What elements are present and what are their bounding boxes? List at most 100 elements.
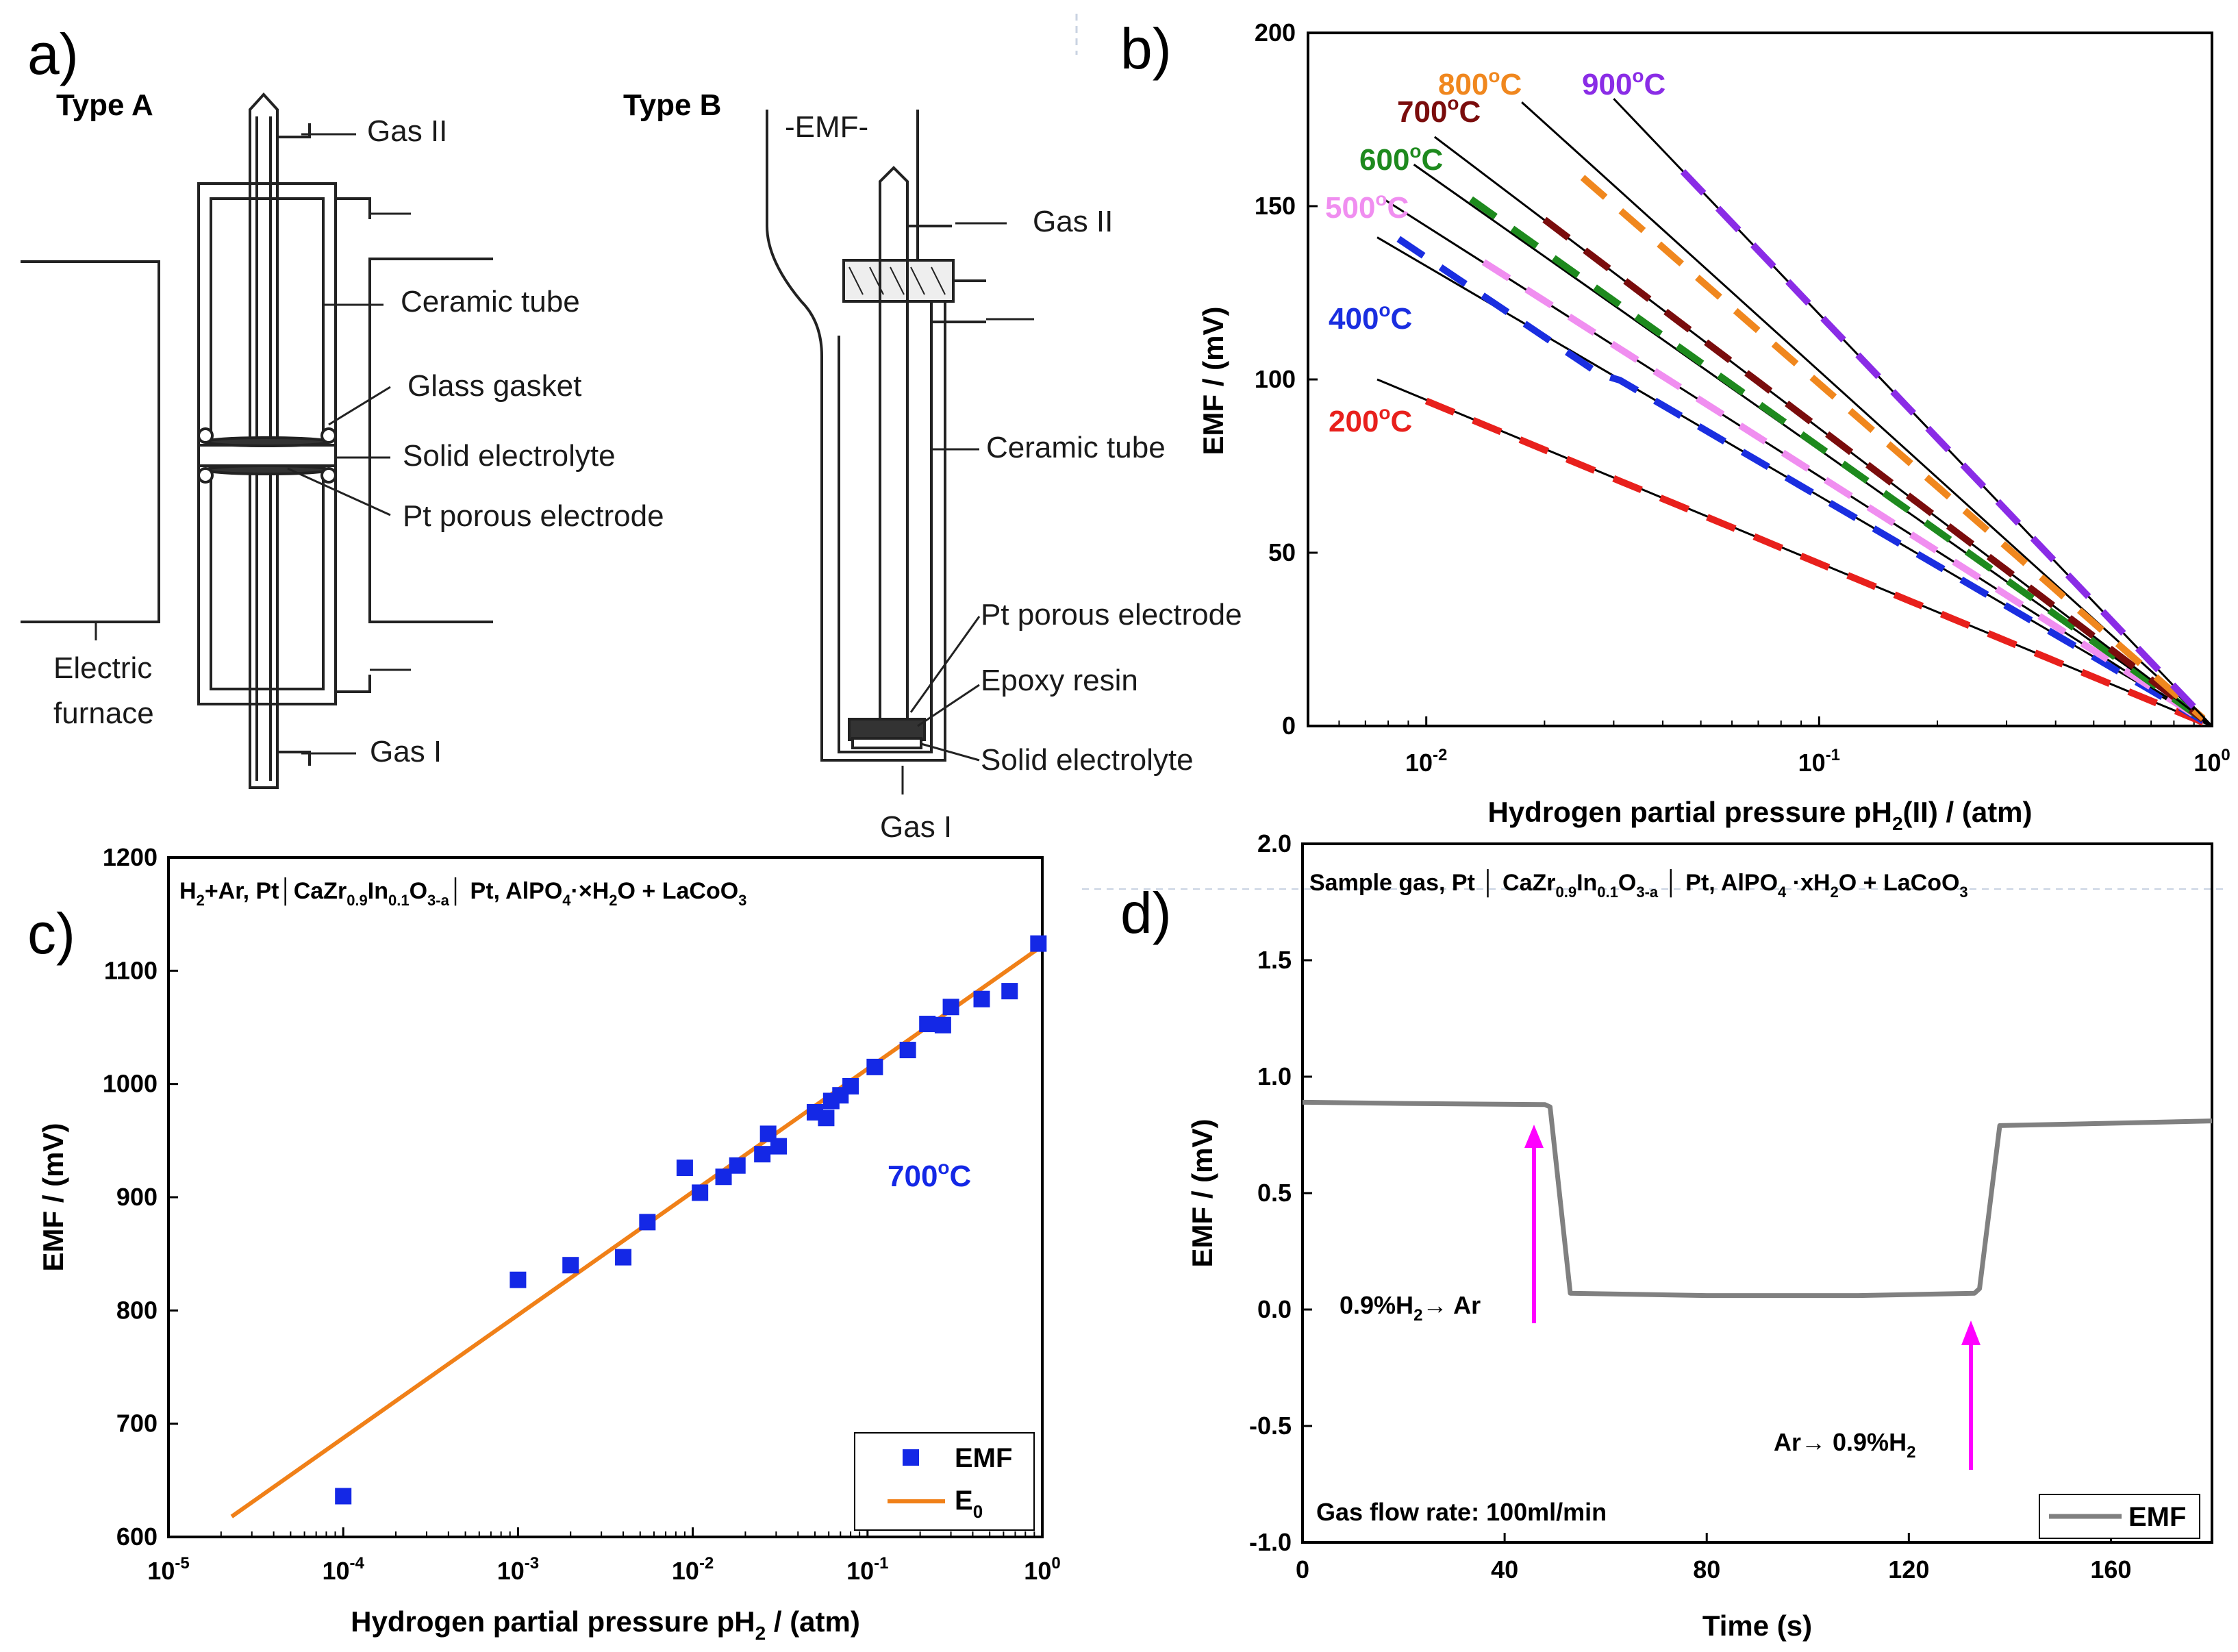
type-a-label-pt-electrode: Pt porous electrode	[403, 499, 664, 533]
emf-data-point	[1001, 983, 1018, 1000]
arrow-switch-to-ar-head	[1524, 1125, 1544, 1148]
type-a-leaders	[95, 133, 411, 755]
panel-c-y-tick-label: 700	[116, 1410, 158, 1438]
emf-data-point	[1030, 935, 1047, 952]
emf-data-point	[615, 1249, 632, 1266]
series-fit-200C	[1376, 378, 2213, 727]
panel-c-x-tick-label: 100	[1024, 1554, 1060, 1585]
type-b-title: Type B	[623, 88, 721, 122]
panel-c-x-tick-label: 10-3	[497, 1554, 539, 1585]
emf-data-point	[692, 1184, 709, 1201]
type-a-label-gas-ii: Gas II	[367, 114, 447, 148]
annotation-ar-to-h2: Ar→ 0.9%H2	[1774, 1428, 1915, 1462]
panel-d-cell-title: Sample gas, Pt │ CaZr0.9In0.1O3-a │ Pt, …	[1309, 869, 1968, 901]
legend-emf-label: EMF	[955, 1443, 1012, 1473]
emf-data-point	[934, 1016, 951, 1034]
panel-b-series-group	[1376, 98, 2213, 727]
panel-b-axes: 0 50 100 150 200 10-2 10-1 100	[1255, 18, 2230, 777]
panel-c-y-tick-label: 1100	[104, 956, 158, 984]
type-a-label-furnace: furnace	[53, 697, 154, 730]
panel-b-x-axis-title: Hydrogen partial pressure pH2(II) / (atm…	[1487, 796, 2032, 834]
panel-c-legend-box	[854, 1432, 1035, 1531]
emf-data-point	[973, 990, 990, 1008]
panel-c-x-axis-title: Hydrogen partial pressure pH2 / (atm)	[351, 1605, 860, 1644]
panel-b-x-tick-label: 10-1	[1798, 746, 1840, 777]
type-a-label-solid-electrolyte: Solid electrolyte	[403, 439, 616, 473]
series-data-700C	[1542, 216, 2206, 723]
panel-d-axes: -1.0 -0.5 0.0 0.5 1.0 1.5 2.0 0 40 80 120 160	[1249, 829, 2132, 1584]
panel-b-y-tick-label: 100	[1255, 365, 1296, 393]
emf-data-point	[729, 1157, 746, 1174]
emf-data-point	[510, 1271, 527, 1288]
series-emf-line	[1302, 1099, 2213, 1299]
emf-data-point	[676, 1160, 693, 1177]
panel-d-y-tick-label: -0.5	[1249, 1412, 1292, 1440]
type-a-label-ceramic-tube: Ceramic tube	[401, 285, 580, 318]
type-a-apparatus	[21, 92, 493, 789]
emf-data-point	[899, 1042, 916, 1059]
panel-d-x-tick-label: 120	[1888, 1555, 1929, 1584]
label-800C: 800oC	[1438, 65, 1522, 101]
panel-a-diagram: a) Type A Type B	[21, 22, 1242, 844]
panel-c-x-tick-label: 10-1	[846, 1554, 888, 1585]
type-a-label-electric: Electric	[53, 651, 152, 685]
type-b-label-ceramic-tube: Ceramic tube	[986, 431, 1166, 464]
series-e0-line	[230, 944, 1044, 1518]
panel-c-y-tick-label: 600	[116, 1523, 158, 1551]
panel-d-x-tick-label: 160	[2090, 1555, 2131, 1584]
panel-label-c: c)	[27, 901, 75, 966]
panel-d-y-axis-title: EMF / (mV)	[1186, 1119, 1218, 1268]
arrow-switch-to-h2-head	[1961, 1321, 1981, 1345]
panel-d-y-tick-label: 0.5	[1257, 1179, 1292, 1207]
panel-b-y-tick-label: 50	[1268, 538, 1296, 566]
panel-b-y-tick-label: 200	[1255, 18, 1296, 47]
panel-d-x-tick-label: 0	[1296, 1555, 1309, 1584]
emf-data-point	[562, 1257, 579, 1274]
label-200C: 200oC	[1329, 402, 1412, 438]
panel-c-x-tick-label: 10-2	[672, 1554, 714, 1585]
series-data-800C	[1580, 175, 2206, 721]
emf-data-point	[335, 1488, 352, 1505]
label-700C: 700oC	[1397, 92, 1481, 129]
panel-c-y-tick-label: 1000	[103, 1070, 158, 1098]
panel-d-y-tick-label: 1.5	[1257, 946, 1292, 974]
type-b-leaders	[901, 222, 1034, 794]
panel-c-series-group	[230, 935, 1047, 1518]
type-b-label-gas-ii: Gas II	[1033, 205, 1113, 238]
type-b-label-emf: -EMF-	[785, 110, 868, 144]
panel-d-y-tick-label: 2.0	[1257, 829, 1292, 858]
emf-data-point	[770, 1138, 787, 1155]
panel-c-chart: c) 600 700 800 900 1000 1100 1200 10-5 10-4 10-3 1…	[27, 843, 1061, 1644]
panel-b-x-tick-label: 100	[2193, 746, 2230, 777]
panel-b-y-tick-label: 0	[1282, 712, 1296, 740]
panel-b-y-axis-title: EMF / (mV)	[1197, 307, 1229, 455]
legend-emf-marker	[903, 1449, 919, 1466]
label-600C: 600oC	[1359, 140, 1443, 177]
panel-c-x-tick-label: 10-5	[147, 1554, 189, 1585]
type-b-apparatus	[766, 110, 986, 762]
type-b-label-pt-electrode: Pt porous electrode	[981, 598, 1242, 631]
panel-d-legend-emf-label: EMF	[2128, 1502, 2186, 1532]
type-a-label-gas-i: Gas I	[370, 735, 442, 768]
panel-c-cell-title: H2+Ar, Pt│CaZr0.9In0.1O3-a│ Pt, AlPO4·×H…	[179, 877, 746, 909]
panel-d-series-group	[1302, 1099, 2213, 1299]
label-500C: 500oC	[1325, 188, 1409, 225]
type-a-title: Type A	[56, 88, 153, 122]
series-data-400C	[1396, 236, 2205, 724]
emf-data-point	[942, 999, 959, 1016]
panel-c-axes: 600 700 800 900 1000 1100 1200 10-5 10-4 10-3 10-2…	[103, 843, 1061, 1585]
emf-data-point	[842, 1077, 859, 1094]
panel-d-x-tick-label: 80	[1693, 1555, 1720, 1584]
annotation-h2-to-ar: 0.9%H2→ Ar	[1340, 1291, 1481, 1325]
panel-b-y-tick-label: 150	[1255, 192, 1296, 220]
series-data-600C	[1469, 196, 2206, 723]
panel-label-b: b)	[1120, 16, 1172, 81]
panel-label-a: a)	[27, 22, 79, 86]
type-b-label-epoxy-resin: Epoxy resin	[981, 664, 1138, 697]
series-data-500C	[1481, 259, 2205, 724]
panel-b-x-tick-label: 10-2	[1405, 746, 1447, 777]
emf-data-point	[639, 1214, 656, 1231]
emf-data-point	[715, 1168, 732, 1186]
type-b-label-solid-electrolyte: Solid electrolyte	[981, 743, 1194, 777]
